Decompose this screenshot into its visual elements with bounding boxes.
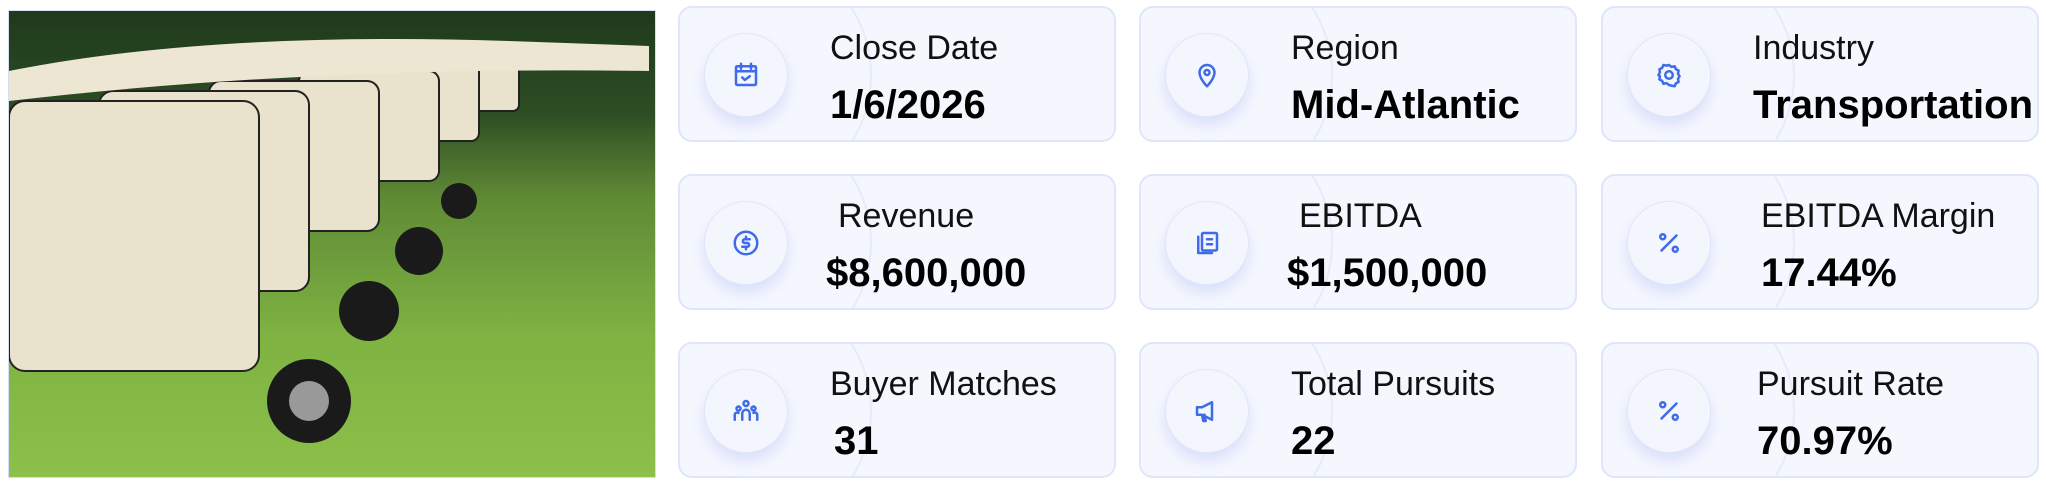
card-label: Industry: [1753, 29, 1874, 67]
card-close-date: Close Date 1/6/2026: [678, 6, 1116, 142]
gear-icon: [1657, 63, 1681, 88]
icon-badge: [1165, 33, 1249, 117]
card-label: Buyer Matches: [830, 365, 1057, 403]
card-revenue: Revenue $8,600,000: [678, 174, 1116, 310]
icon-badge: [1165, 201, 1249, 285]
card-value: Transportation: [1753, 83, 2034, 127]
card-buyer-matches: Buyer Matches 31: [678, 342, 1116, 478]
listing-photo: [8, 10, 656, 478]
icon-badge: [704, 201, 788, 285]
card-value: 17.44%: [1761, 251, 1897, 295]
icon-badge: [1627, 201, 1711, 285]
card-total-pursuits: Total Pursuits 22: [1139, 342, 1577, 478]
card-pursuit-rate: Pursuit Rate 70.97%: [1601, 342, 2039, 478]
icon-badge: [704, 369, 788, 453]
golf-carts-illustration: [9, 39, 649, 443]
card-value: $1,500,000: [1287, 251, 1488, 295]
card-industry: Industry Transportation: [1601, 6, 2039, 142]
megaphone-icon: [1195, 401, 1214, 423]
icon-badge: [1627, 33, 1711, 117]
dollar-circle-icon: [733, 230, 759, 256]
users-icon: [733, 399, 759, 421]
percent-icon: [1659, 401, 1679, 421]
icon-badge: [1165, 369, 1249, 453]
card-ebitda: EBITDA $1,500,000: [1139, 174, 1577, 310]
calendar-check-icon: [734, 62, 758, 87]
card-value: 70.97%: [1757, 419, 1893, 463]
card-label: Pursuit Rate: [1757, 365, 1945, 403]
icon-badge: [704, 33, 788, 117]
card-value: 22: [1291, 419, 1336, 463]
card-value: Mid-Atlantic: [1291, 83, 1520, 127]
card-value: 31: [834, 419, 879, 463]
map-pin-icon: [1198, 63, 1216, 88]
percent-icon: [1659, 233, 1679, 253]
card-label: Region: [1291, 29, 1399, 67]
card-region: Region Mid-Atlantic: [1139, 6, 1577, 142]
card-label: Revenue: [838, 197, 975, 235]
card-ebitda-margin: EBITDA Margin 17.44%: [1601, 174, 2039, 310]
card-label: EBITDA: [1299, 197, 1422, 235]
card-value: 1/6/2026: [830, 83, 986, 127]
card-label: Close Date: [830, 29, 999, 67]
money-stack-icon: [1197, 231, 1219, 255]
card-label: Total Pursuits: [1291, 365, 1496, 403]
icon-badge: [1627, 369, 1711, 453]
card-value: $8,600,000: [826, 251, 1027, 295]
card-label: EBITDA Margin: [1761, 197, 1996, 235]
